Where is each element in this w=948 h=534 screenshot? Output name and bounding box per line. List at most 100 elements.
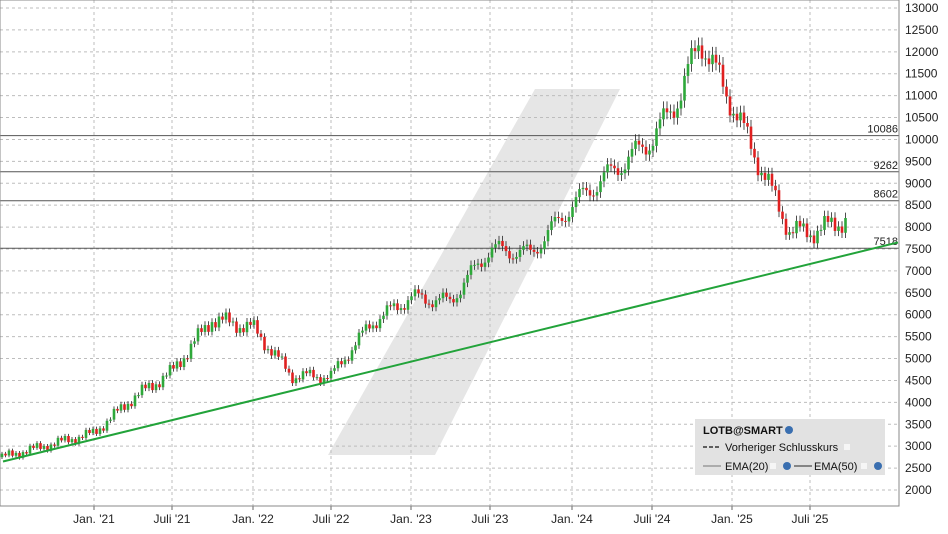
candle-body — [553, 217, 557, 222]
candle-body — [420, 293, 424, 295]
candle-body — [256, 320, 259, 334]
candle-body — [322, 377, 326, 384]
candle-body — [91, 428, 95, 434]
candle-body — [182, 358, 186, 367]
candle-body — [840, 226, 844, 233]
candle-body — [371, 325, 375, 329]
candle-body — [161, 375, 165, 388]
candle-body — [550, 221, 553, 231]
candle-body — [196, 328, 200, 342]
candle-body — [546, 230, 550, 242]
candle-body — [571, 207, 574, 217]
candle-body — [392, 303, 396, 307]
candle-body — [728, 96, 732, 116]
candle-body — [599, 181, 602, 193]
y-tick-label: 9000 — [905, 176, 932, 190]
candle-body — [795, 220, 798, 234]
candle-body — [11, 450, 14, 456]
legend-item-ema20: EMA(20) — [725, 461, 768, 473]
plot-frame — [0, 0, 900, 507]
candle-body — [357, 332, 361, 346]
candle-body — [606, 164, 609, 173]
candle-body — [427, 303, 431, 305]
candle-body — [88, 429, 91, 434]
legend-toggle-icon[interactable] — [770, 463, 776, 469]
y-axis: 2000 2500 3000 3500 4000 4500 5000 5500 6000 6500… — [905, 1, 939, 497]
y-tick-label: 8500 — [905, 198, 932, 212]
candle-body — [837, 226, 840, 231]
candle-body — [67, 435, 70, 443]
legend-symbol: LOTB@SMART — [703, 425, 783, 437]
globe-icon[interactable] — [783, 462, 791, 470]
candle-body — [81, 436, 84, 438]
candle-body — [627, 156, 630, 170]
candle-body — [217, 316, 221, 328]
candle-body — [221, 316, 224, 320]
candle-body — [21, 452, 25, 458]
candle-body — [585, 187, 588, 191]
x-tick-label: Juli '24 — [634, 512, 671, 526]
y-tick-label: 10000 — [905, 132, 939, 146]
candle-body — [732, 113, 735, 116]
candle-body — [634, 140, 637, 149]
candle-body — [669, 111, 672, 113]
candle-body — [154, 384, 158, 391]
candle-body — [389, 305, 392, 307]
candle-body — [819, 229, 823, 231]
candle-body — [235, 321, 238, 333]
x-tick-label: Juli '22 — [313, 512, 350, 526]
candle-body — [518, 249, 522, 257]
legend-toggle-icon[interactable] — [844, 444, 850, 450]
candle-body — [448, 296, 452, 300]
candle-body — [791, 232, 795, 234]
candle-body — [119, 404, 123, 411]
candle-body — [536, 251, 539, 254]
candle-body — [305, 371, 308, 374]
globe-icon[interactable] — [874, 462, 882, 470]
y-tick-label: 2000 — [905, 483, 932, 497]
candle-body — [60, 437, 63, 441]
candle-body — [690, 48, 693, 65]
candle-body — [137, 395, 140, 397]
candle-body — [28, 445, 32, 454]
candle-body — [189, 343, 193, 359]
candle-body — [788, 232, 791, 235]
candle-body — [175, 361, 179, 369]
candle-body — [63, 435, 67, 441]
candle-body — [459, 294, 462, 299]
candle-body — [165, 375, 168, 377]
candle-body — [151, 382, 154, 391]
candle-body — [406, 300, 410, 310]
candle-body — [641, 144, 644, 147]
candle-body — [109, 419, 112, 421]
candle-body — [735, 113, 739, 121]
y-tick-label: 6500 — [905, 286, 932, 300]
candle-body — [539, 249, 543, 254]
candle-body — [560, 218, 564, 221]
y-tick-label: 8000 — [905, 220, 932, 234]
y-tick-label: 2500 — [905, 461, 932, 475]
candle-body — [350, 350, 354, 361]
candle-body — [291, 372, 294, 384]
candle-body — [781, 211, 784, 219]
candle-body — [203, 325, 207, 332]
candle-body — [112, 408, 116, 420]
candle-body — [809, 235, 812, 238]
candle-body — [648, 150, 651, 155]
candle-body — [168, 365, 172, 376]
candle-body — [816, 230, 819, 244]
y-tick-label: 13000 — [905, 1, 939, 15]
candle-body — [686, 64, 690, 76]
candle-body — [557, 217, 560, 219]
globe-icon[interactable] — [785, 426, 793, 434]
candle-body — [543, 241, 546, 250]
candle-body — [490, 247, 494, 258]
legend-toggle-icon[interactable] — [861, 463, 867, 469]
candle-body — [144, 384, 147, 389]
candle-body — [802, 223, 805, 227]
candle-body — [270, 349, 273, 356]
candle-body — [721, 64, 725, 87]
candle-body — [0, 453, 4, 458]
y-tick-label: 4000 — [905, 395, 932, 409]
